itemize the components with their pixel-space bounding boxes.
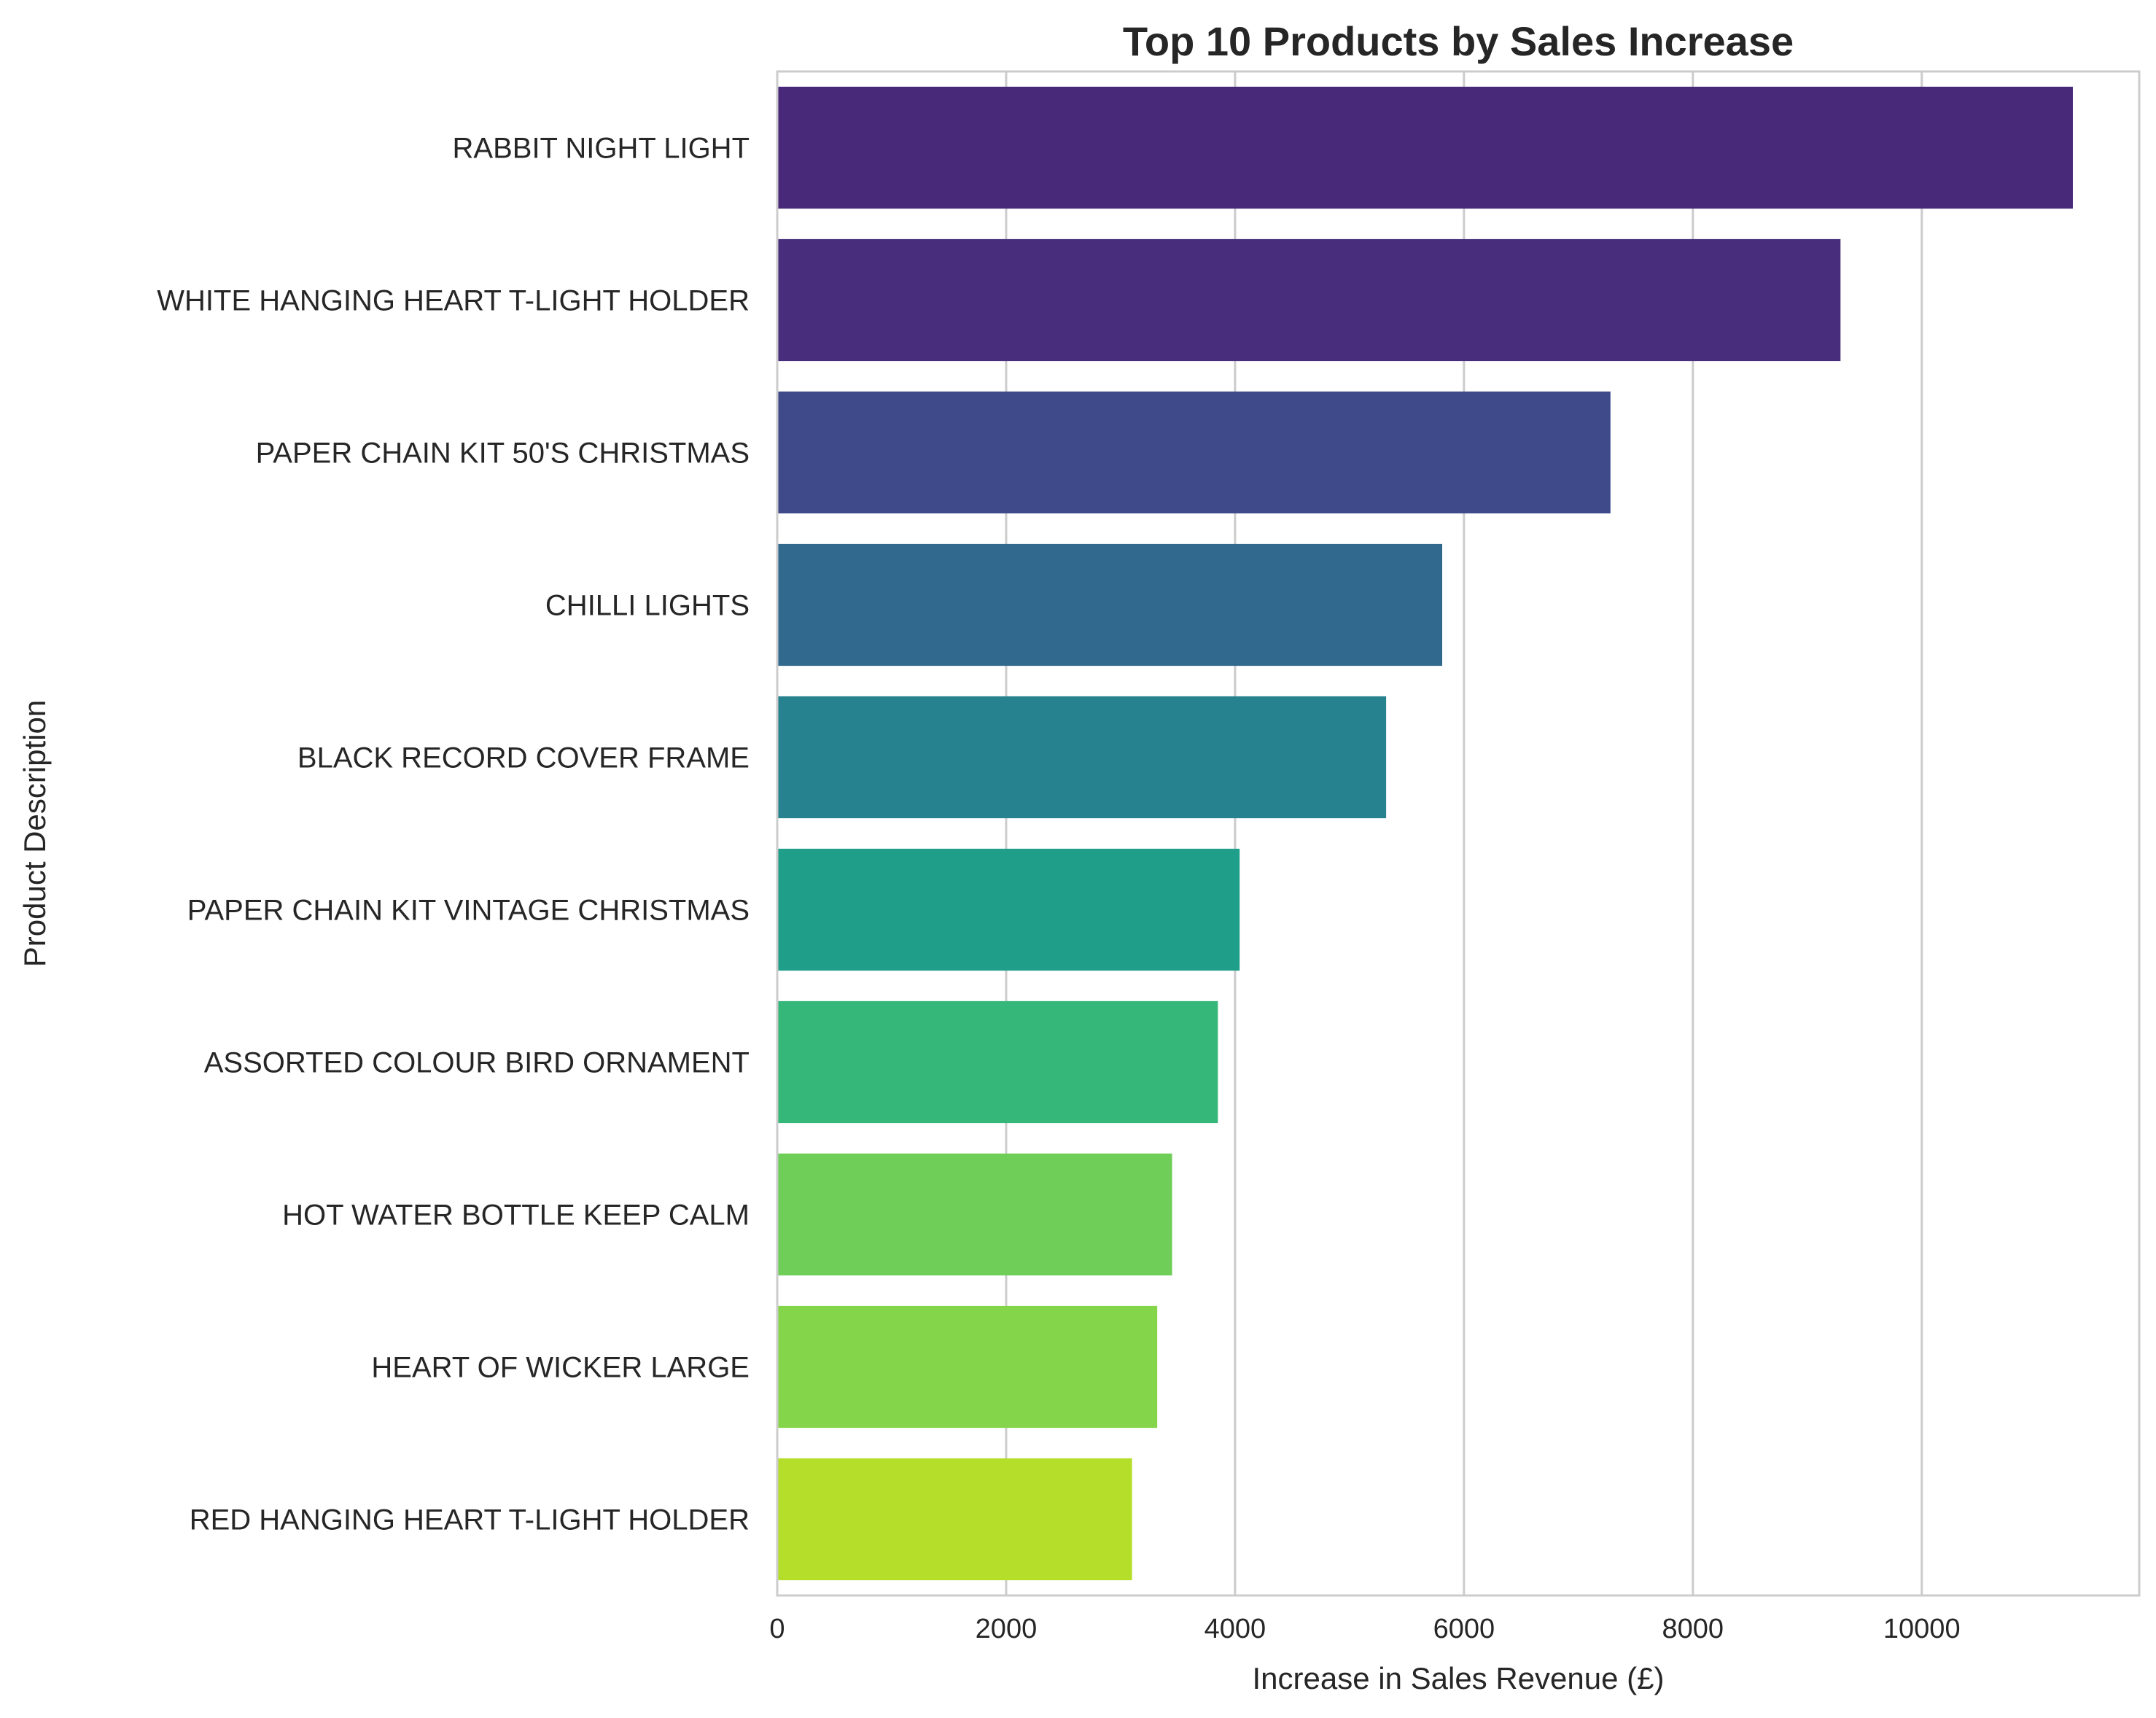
x-tick-label: 2000 (976, 1614, 1038, 1644)
x-tick-label: 4000 (1205, 1614, 1266, 1644)
bar (777, 1458, 1132, 1581)
y-tick-label: CHILLI LIGHTS (545, 590, 750, 622)
bar (777, 1000, 1218, 1124)
bar (777, 848, 1240, 971)
bar (777, 391, 1611, 514)
y-axis-title: Product Description (17, 700, 52, 968)
bar (777, 543, 1443, 666)
x-tick-label: 10000 (1883, 1614, 1961, 1644)
y-tick-label: HEART OF WICKER LARGE (371, 1352, 750, 1384)
bars (777, 86, 2073, 1581)
y-tick-label: RABBIT NIGHT LIGHT (453, 133, 750, 165)
y-tick-label: ASSORTED COLOUR BIRD ORNAMENT (204, 1047, 750, 1079)
bar (777, 696, 1387, 819)
bar (777, 1153, 1172, 1276)
bar (777, 238, 1841, 362)
y-tick-label: PAPER CHAIN KIT VINTAGE CHRISTMAS (187, 895, 750, 927)
bar (777, 1305, 1158, 1429)
x-axis-title: Increase in Sales Revenue (£) (1253, 1661, 1665, 1695)
y-tick-label: BLACK RECORD COVER FRAME (297, 742, 750, 774)
x-tick-label: 8000 (1662, 1614, 1724, 1644)
bar (777, 86, 2073, 209)
x-tick-label: 0 (769, 1614, 785, 1644)
x-tick-label: 6000 (1433, 1614, 1495, 1644)
y-tick-label: HOT WATER BOTTLE KEEP CALM (282, 1200, 750, 1232)
y-tick-label: RED HANGING HEART T-LIGHT HOLDER (190, 1504, 750, 1536)
chart-title: Top 10 Products by Sales Increase (1123, 18, 1794, 64)
y-tick-label: WHITE HANGING HEART T-LIGHT HOLDER (157, 285, 750, 317)
plot-frame (776, 70, 2141, 1597)
y-tick-labels: RABBIT NIGHT LIGHT WHITE HANGING HEART T-… (157, 133, 750, 1536)
y-tick-label: PAPER CHAIN KIT 50'S CHRISTMAS (256, 438, 750, 470)
x-tick-labels: 0 2000 4000 6000 8000 10000 (769, 1614, 1960, 1644)
